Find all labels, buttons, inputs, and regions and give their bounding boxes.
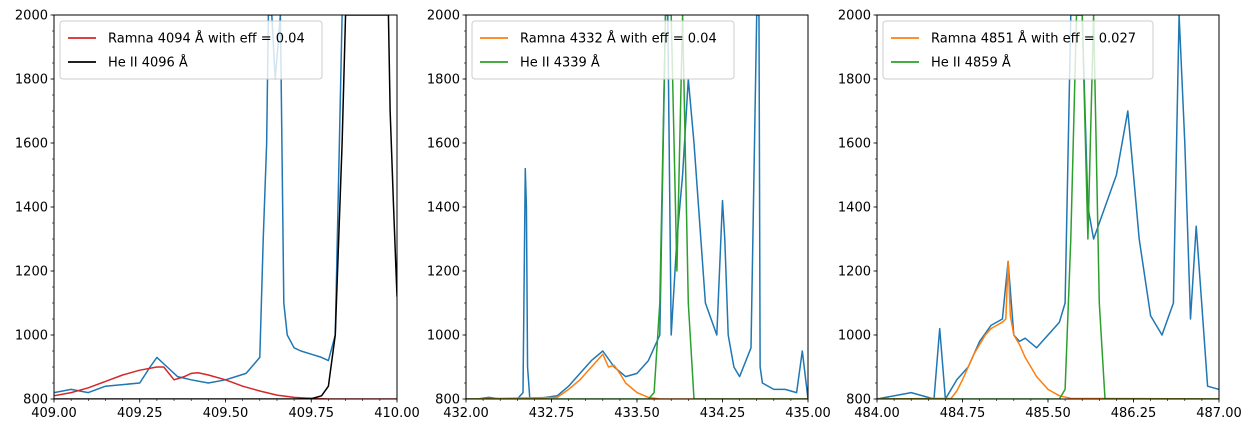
y-tick-label: 2000	[838, 9, 871, 24]
subplot-ramna-4332: 800 1000 1200 1400 1600 1800 2000 432.00 432.75 4…	[427, 9, 831, 422]
plot-area-ramna-4851	[877, 15, 1219, 399]
x-tick-label: 435.00	[785, 406, 831, 421]
y-tick-label: 1800	[427, 73, 460, 88]
y-tick-label: 1600	[427, 137, 460, 152]
y-tick-label: 800	[23, 393, 48, 408]
x-tick-label: 434.25	[700, 406, 746, 421]
x-tick-label: 409.00	[31, 406, 77, 421]
y-tick-label: 1200	[838, 265, 871, 280]
x-tick-label: 484.00	[854, 406, 900, 421]
he-ii-line	[877, 15, 1219, 399]
ramna-model-line	[877, 260, 1219, 399]
legend: Ramna 4094 Å with eff = 0.04 He II 4096 Å	[59, 20, 323, 80]
legend-entry-label: He II 4339 Å	[520, 55, 600, 71]
y-tick-label: 1600	[15, 137, 48, 152]
legend-entry-label: Ramna 4094 Å with eff = 0.04	[108, 31, 305, 47]
x-tick-label: 484.75	[940, 406, 986, 421]
legend-entry-label: He II 4096 Å	[108, 55, 188, 71]
plot-area-ramna-4332	[466, 15, 808, 399]
legend-entry-label: Ramna 4332 Å with eff = 0.04	[520, 31, 717, 47]
x-tick-label: 486.25	[1111, 406, 1157, 421]
x-tick-label: 432.75	[529, 406, 575, 421]
y-tick-label: 1200	[15, 265, 48, 280]
y-tick-label: 1400	[427, 201, 460, 216]
he-ii-line	[466, 15, 808, 399]
y-tick-label: 1800	[838, 73, 871, 88]
x-tick-label: 433.50	[614, 406, 660, 421]
legend-box	[882, 20, 1154, 80]
ramna-model-line	[466, 353, 808, 399]
y-tick-label: 2000	[15, 9, 48, 24]
legend-entry-label: Ramna 4851 Å with eff = 0.027	[931, 31, 1136, 47]
legend: Ramna 4851 Å with eff = 0.027 He II 4859 …	[882, 20, 1154, 80]
x-tick-label: 409.25	[117, 406, 163, 421]
y-tick-label: 1000	[427, 329, 460, 344]
legend-box	[471, 20, 735, 80]
legend-box	[59, 20, 323, 80]
legend-entry-label: He II 4859 Å	[931, 55, 1011, 71]
legend: Ramna 4332 Å with eff = 0.04 He II 4339 Å	[471, 20, 735, 80]
x-tick-label: 485.50	[1025, 406, 1071, 421]
x-tick-label: 409.75	[289, 406, 335, 421]
subplot-ramna-4851: 800 1000 1200 1400 1600 1800 2000 484.00 484.75 4…	[838, 9, 1242, 422]
observed-spectrum-line	[466, 15, 808, 399]
y-tick-label: 800	[435, 393, 460, 408]
y-tick-label: 1000	[15, 329, 48, 344]
y-tick-label: 1600	[838, 137, 871, 152]
observed-spectrum-line	[877, 15, 1219, 399]
x-tick-label: 487.00	[1196, 406, 1242, 421]
observed-spectrum-line	[54, 15, 343, 394]
x-tick-label: 432.00	[443, 406, 489, 421]
y-tick-label: 1200	[427, 265, 460, 280]
ramna-model-line	[54, 366, 397, 399]
y-tick-label: 2000	[427, 9, 460, 24]
subplot-ramna-4094: 800 1000 1200 1400 1600 1800 2000 409.00 409.25 4…	[15, 9, 420, 422]
y-tick-label: 800	[846, 393, 871, 408]
y-tick-label: 1400	[15, 201, 48, 216]
x-tick-label: 410.00	[374, 406, 420, 421]
y-tick-label: 1800	[15, 73, 48, 88]
x-tick-label: 409.50	[203, 406, 249, 421]
y-tick-label: 1400	[838, 201, 871, 216]
y-tick-label: 1000	[838, 329, 871, 344]
